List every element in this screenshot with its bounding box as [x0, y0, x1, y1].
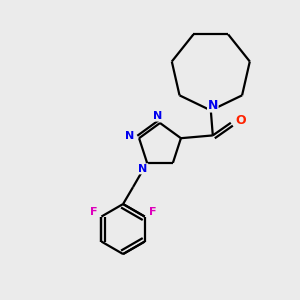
Text: O: O — [236, 114, 246, 127]
Text: N: N — [138, 164, 148, 174]
Text: N: N — [125, 131, 135, 141]
Text: N: N — [208, 99, 218, 112]
Text: F: F — [90, 207, 98, 217]
Text: F: F — [149, 207, 156, 217]
Text: N: N — [153, 111, 163, 121]
